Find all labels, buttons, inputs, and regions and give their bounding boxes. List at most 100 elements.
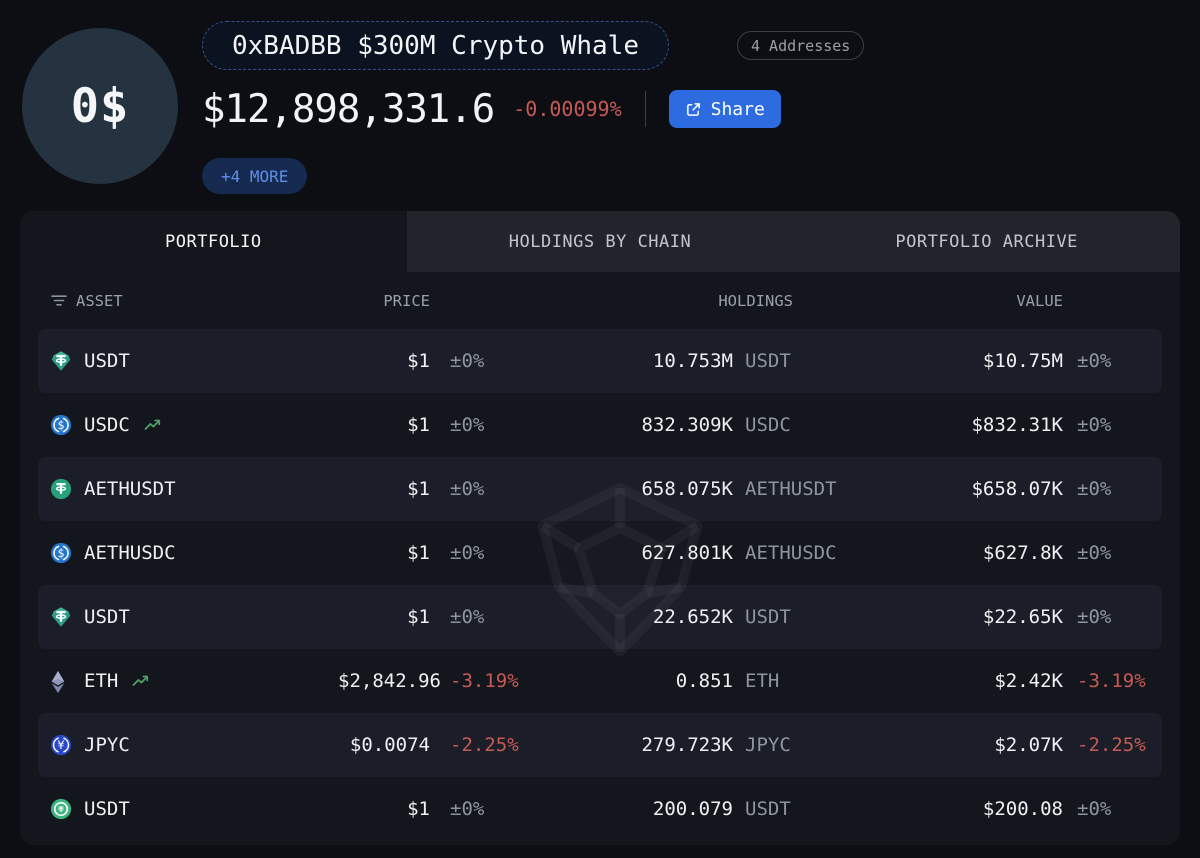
asset-cell: USDT: [38, 606, 338, 628]
price-change: ±0%: [450, 542, 485, 564]
holdings-unit: USDT: [745, 606, 791, 628]
tether-ring-icon: [50, 798, 72, 820]
asset-cell: $ USDC: [38, 414, 338, 436]
price-value: $1: [407, 606, 430, 628]
asset-cell: AETHUSDT: [38, 478, 338, 500]
table-row[interactable]: USDT $1 ±0% 10.753M USDT $10.75M ±0%: [38, 329, 1162, 393]
tabs: PORTFOLIO HOLDINGS BY CHAIN PORTFOLIO AR…: [20, 211, 1180, 272]
svg-text:¥: ¥: [58, 738, 65, 752]
tether-shield-icon: [50, 606, 72, 628]
price-value: $1: [407, 350, 430, 372]
price-change: -3.19%: [450, 670, 519, 692]
holdings-amount: 10.753M: [652, 350, 733, 372]
share-button[interactable]: Share: [668, 90, 781, 128]
value-amount: $200.08: [982, 798, 1063, 820]
value-change: ±0%: [1077, 798, 1112, 820]
column-header-price[interactable]: PRICE: [383, 291, 430, 310]
value-amount: $22.65K: [982, 606, 1063, 628]
price-change: ±0%: [450, 606, 485, 628]
more-addresses-button[interactable]: +4 MORE: [202, 158, 308, 194]
price-change: ±0%: [450, 478, 485, 500]
asset-label: AETHUSDC: [84, 542, 176, 564]
value-amount: $658.07K: [971, 478, 1063, 500]
filter-icon: [51, 294, 67, 307]
asset-label: AETHUSDT: [84, 478, 176, 500]
value-change: ±0%: [1077, 350, 1112, 372]
price-change: ±0%: [450, 350, 485, 372]
portfolio-card: PORTFOLIO HOLDINGS BY CHAIN PORTFOLIO AR…: [20, 211, 1180, 845]
holdings-amount: 0.851: [675, 670, 733, 692]
asset-cell: USDT: [38, 798, 338, 820]
svg-text:$: $: [58, 546, 65, 560]
table-row[interactable]: $ USDC $1 ±0% 832.309K USDC $832.31K ±0%: [38, 393, 1162, 457]
value-amount: $2.42K: [994, 670, 1063, 692]
holdings-amount: 279.723K: [641, 734, 733, 756]
table-body: USDT $1 ±0% 10.753M USDT $10.75M ±0% $ U…: [20, 329, 1180, 841]
tether-circle-icon: [50, 478, 72, 500]
total-portfolio-value: $12,898,331.6: [202, 86, 495, 132]
value-change: ±0%: [1077, 414, 1112, 436]
table-row[interactable]: ¥ JPYC $0.0074 -2.25% 279.723K JPYC $2.0…: [38, 713, 1162, 777]
asset-label: USDT: [84, 350, 130, 372]
asset-cell: ETH: [38, 670, 338, 694]
wallet-title-pill[interactable]: 0xBADBB $300M Crypto Whale: [202, 21, 669, 70]
table-row[interactable]: AETHUSDT $1 ±0% 658.075K AETHUSDT $658.0…: [38, 457, 1162, 521]
tab-portfolio[interactable]: PORTFOLIO: [20, 211, 407, 272]
column-header-holdings[interactable]: HOLDINGS: [718, 291, 793, 310]
holdings-amount: 658.075K: [641, 478, 733, 500]
avatar-text: 0$: [70, 78, 130, 134]
holdings-unit: USDC: [745, 414, 791, 436]
asset-label: USDT: [84, 798, 130, 820]
holdings-unit: USDT: [745, 798, 791, 820]
trend-up-icon: [144, 418, 161, 432]
usdc-circle-icon: $: [50, 414, 72, 436]
value-amount: $2.07K: [994, 734, 1063, 756]
eth-diamond-icon: [50, 670, 72, 694]
value-change: ±0%: [1077, 606, 1112, 628]
tether-shield-icon: [50, 350, 72, 372]
holdings-amount: 22.652K: [652, 606, 733, 628]
table-header: ASSET PRICE HOLDINGS VALUE: [38, 272, 1162, 329]
asset-cell: USDT: [38, 350, 338, 372]
asset-label: ETH: [84, 670, 119, 692]
vertical-divider: [644, 91, 646, 127]
asset-cell: ¥ JPYC: [38, 734, 338, 756]
table-row[interactable]: ETH $2,842.96 -3.19% 0.851 ETH $2.42K -3…: [38, 649, 1162, 713]
page-title: 0xBADBB $300M Crypto Whale: [232, 30, 639, 61]
table-row[interactable]: USDT $1 ±0% 200.079 USDT $200.08 ±0%: [38, 777, 1162, 841]
table-row[interactable]: $ AETHUSDC $1 ±0% 627.801K AETHUSDC $627…: [38, 521, 1162, 585]
price-change: ±0%: [450, 798, 485, 820]
holdings-unit: USDT: [745, 350, 791, 372]
column-header-asset[interactable]: ASSET: [38, 292, 338, 310]
asset-cell: $ AETHUSDC: [38, 542, 338, 564]
value-amount: $10.75M: [982, 350, 1063, 372]
price-value: $0.0074: [349, 734, 430, 756]
holdings-unit: ETH: [745, 670, 780, 692]
price-value: $1: [407, 542, 430, 564]
addresses-badge[interactable]: 4 Addresses: [737, 31, 865, 60]
value-amount: $832.31K: [971, 414, 1063, 436]
price-change: -2.25%: [450, 734, 519, 756]
usdc-circle-icon: $: [50, 542, 72, 564]
column-header-value[interactable]: VALUE: [1016, 291, 1063, 310]
holdings-amount: 832.309K: [641, 414, 733, 436]
asset-label: USDT: [84, 606, 130, 628]
tab-holdings-by-chain[interactable]: HOLDINGS BY CHAIN: [406, 211, 794, 272]
svg-text:$: $: [58, 418, 65, 432]
holdings-unit: AETHUSDC: [745, 542, 837, 564]
asset-label: JPYC: [84, 734, 130, 756]
table-row[interactable]: USDT $1 ±0% 22.652K USDT $22.65K ±0%: [38, 585, 1162, 649]
tab-portfolio-archive[interactable]: PORTFOLIO ARCHIVE: [793, 211, 1180, 272]
value-change: -2.25%: [1077, 734, 1146, 756]
price-value: $1: [407, 414, 430, 436]
holdings-amount: 627.801K: [641, 542, 733, 564]
value-change: -3.19%: [1077, 670, 1146, 692]
price-value: $1: [407, 798, 430, 820]
holdings-unit: JPYC: [745, 734, 791, 756]
avatar: 0$: [22, 28, 178, 184]
price-value: $2,842.96: [338, 670, 441, 692]
price-change: ±0%: [450, 414, 485, 436]
price-value: $1: [407, 478, 430, 500]
holdings-unit: AETHUSDT: [745, 478, 837, 500]
